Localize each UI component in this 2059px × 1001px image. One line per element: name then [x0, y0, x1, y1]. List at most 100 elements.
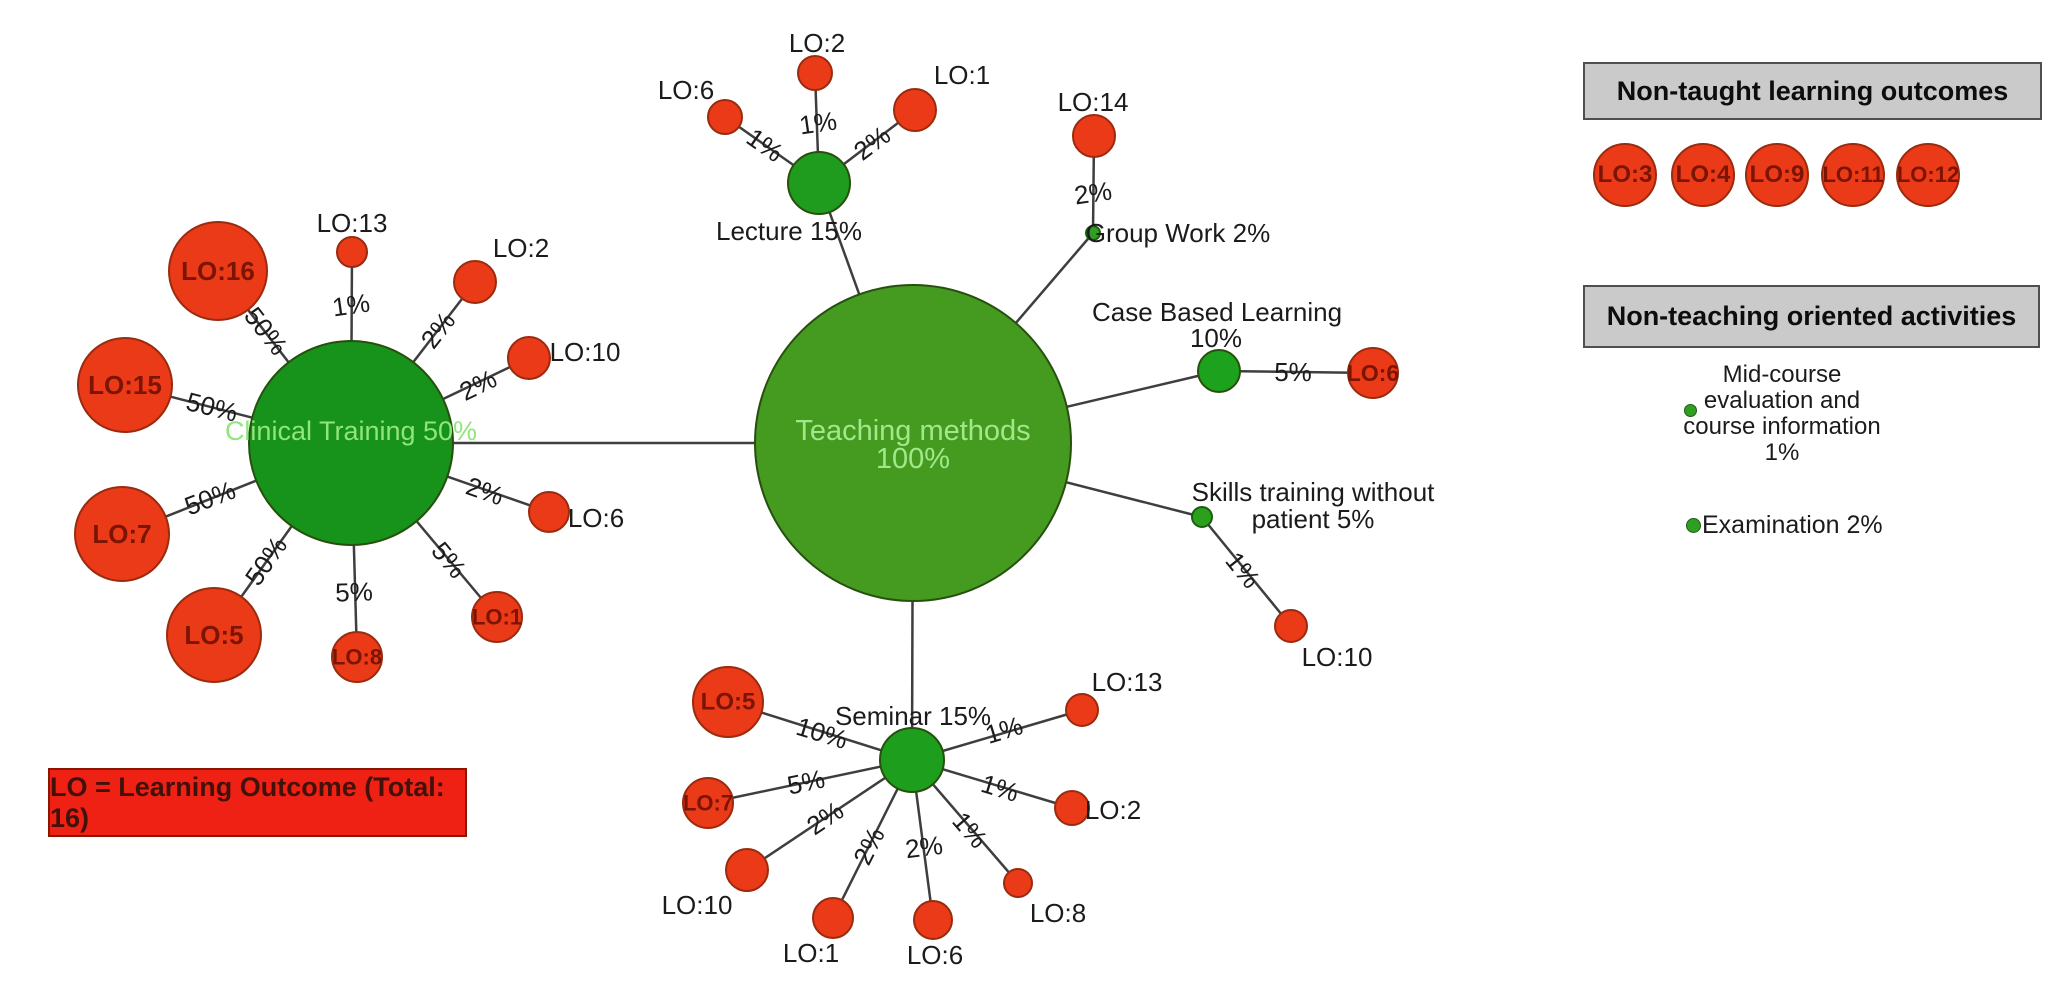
label-lo2-clinical: LO:2: [493, 233, 549, 263]
node-seminar: [879, 727, 945, 793]
non-taught-outcome-lo3: LO:3: [1593, 143, 1657, 207]
legend-non-teaching-box: Non-teaching oriented activities: [1583, 285, 2040, 348]
non-taught-outcome-lo11: LO:11: [1821, 143, 1885, 207]
edge-weight-label: 2%: [415, 306, 462, 354]
label-skills-2: patient 5%: [1252, 504, 1375, 534]
node-lo13-sem: [1065, 693, 1099, 727]
node-label-lo6-cbl: LO:6: [1347, 360, 1399, 386]
node-lo6-c: [528, 491, 570, 533]
edge-weight-label: 50%: [180, 475, 239, 522]
node-lo1-sem: [812, 897, 854, 939]
non-taught-label: LO:9: [1749, 161, 1805, 188]
node-teaching: [754, 284, 1072, 602]
edge-weight-label: 2%: [462, 471, 507, 512]
label-lo2-seminar: LO:2: [1085, 795, 1141, 825]
node-lo1-c: [471, 591, 523, 643]
node-label-lo5: LO:5: [184, 620, 243, 650]
label-lecture: Lecture 15%: [716, 216, 862, 246]
label-lo13-seminar: LO:13: [1092, 667, 1163, 697]
non-taught-label: LO:3: [1597, 161, 1653, 188]
edge-weight-label: 5%: [335, 576, 374, 607]
node-lo5-sem: [692, 666, 764, 738]
node-lo10-c: [507, 336, 551, 380]
legend-non-teaching-title: Non-teaching oriented activities: [1606, 301, 2017, 331]
node-lo7-sem: [682, 777, 734, 829]
non-taught-label: LO:4: [1675, 161, 1731, 188]
node-groupwork: [1085, 225, 1101, 241]
node-label-lo1-c: LO:1: [472, 605, 522, 630]
mid-course-dot-icon: [1684, 404, 1697, 417]
legend-non-taught-title: Non-taught learning outcomes: [1616, 75, 2009, 106]
edge: [746, 758, 913, 872]
node-lo15: [77, 337, 173, 433]
edge-weight-label: 2%: [801, 795, 849, 841]
node-lo8: [331, 631, 383, 683]
node-lo6-l: [707, 99, 743, 135]
node-lo8-sem: [1003, 868, 1033, 898]
node-label-teaching: 100%: [876, 443, 950, 475]
label-lo6-seminar: LO:6: [907, 940, 963, 970]
edge-weight-label: 2%: [1072, 176, 1113, 211]
edge-weight-label: 1%: [978, 768, 1023, 808]
edge-weight-label: 50%: [239, 531, 293, 591]
label-lo1-lecture: LO:1: [934, 60, 990, 90]
node-lo2-c: [453, 260, 497, 304]
mid-course-item: Mid-course evaluation and course informa…: [1662, 362, 1902, 466]
node-lo6-cbl: [1347, 347, 1399, 399]
non-taught-outcome-lo4: LO:4: [1671, 143, 1735, 207]
node-label-teaching: Teaching methods: [795, 415, 1030, 447]
legend-non-taught-box: Non-taught learning outcomes: [1583, 62, 2042, 120]
mid-course-line: Mid-course: [1722, 361, 1842, 388]
examination-dot-icon: [1686, 518, 1701, 533]
node-lecture: [787, 151, 851, 215]
mid-course-line: course information: [1683, 413, 1881, 440]
node-lo14: [1072, 114, 1116, 158]
node-lo13-c: [336, 236, 368, 268]
label-lo2-lecture: LO:2: [789, 28, 845, 58]
node-lo1-l: [893, 88, 937, 132]
label-lo14: LO:14: [1058, 87, 1129, 117]
node-lo7: [74, 486, 170, 582]
label-lo6-lecture: LO:6: [658, 75, 714, 105]
node-lo16: [168, 221, 268, 321]
edge: [707, 758, 913, 805]
non-taught-outcome-lo9: LO:9: [1745, 143, 1809, 207]
node-lo10-sem: [725, 848, 769, 892]
node-lo2-sem: [1054, 790, 1090, 826]
node-label-clinical: Clinical Training 50%: [225, 416, 477, 446]
node-cbl: [1197, 349, 1241, 393]
node-label-lo8: LO:8: [332, 645, 382, 670]
edge-weight-label: 1%: [741, 122, 789, 168]
label-lo8-seminar: LO:8: [1030, 898, 1086, 928]
node-lo10-s: [1274, 609, 1308, 643]
edge-weight-label: 2%: [847, 822, 891, 869]
non-taught-label: LO:11: [1822, 162, 1884, 187]
label-lo10-skills: LO:10: [1302, 642, 1373, 672]
edge-weight-label: 5%: [1274, 357, 1312, 387]
node-skills: [1191, 506, 1213, 528]
node-label-lo16: LO:16: [181, 256, 255, 286]
non-taught-outcome-lo12: LO:12: [1896, 143, 1960, 207]
edge-weight-label: 2%: [904, 830, 945, 864]
label-lo10-clinical: LO:10: [550, 337, 621, 367]
edge-weight-label: 5%: [785, 763, 828, 800]
label-groupwork: Group Work 2%: [1086, 218, 1270, 248]
lo-definition-text: LO = Learning Outcome (Total: 16): [50, 771, 445, 833]
label-cbl-1: Case Based Learning: [1092, 297, 1342, 327]
node-lo5: [166, 587, 262, 683]
label-lo6-clinical: LO:6: [568, 503, 624, 533]
mid-course-line: 1%: [1764, 439, 1800, 466]
edge-weight-label: 2%: [455, 363, 502, 406]
node-label-lo7-sem: LO:7: [683, 791, 733, 816]
edge-weight-label: 5%: [425, 536, 472, 584]
node-lo6-sem: [913, 900, 953, 940]
node-label-lo7: LO:7: [92, 519, 151, 549]
label-cbl-2: 10%: [1190, 323, 1242, 353]
label-lo1-seminar: LO:1: [783, 938, 839, 968]
non-taught-label: LO:12: [1896, 162, 1960, 187]
examination-label: Examination 2%: [1702, 511, 1883, 539]
label-lo13-clinical: LO:13: [317, 208, 388, 238]
lo-definition-note: LO = Learning Outcome (Total: 16): [48, 768, 467, 837]
